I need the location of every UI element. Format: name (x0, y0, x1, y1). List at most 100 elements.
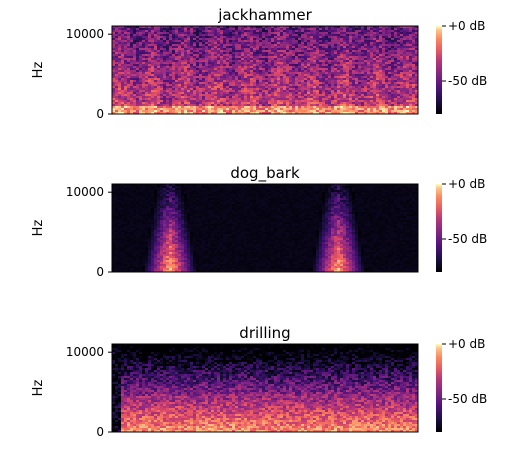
heatmap-cell (139, 88, 143, 91)
heatmap-cell (166, 60, 170, 63)
heatmap-cell (121, 28, 125, 31)
heatmap-cell (193, 80, 197, 83)
heatmap-cell (133, 56, 137, 59)
heatmap-cell (193, 66, 197, 69)
heatmap-cell (184, 94, 188, 97)
heatmap-cell (187, 92, 191, 95)
heatmap-cell (190, 88, 194, 91)
heatmap-cell (172, 68, 176, 71)
heatmap-cell (121, 38, 125, 41)
heatmap-cell (115, 94, 119, 97)
heatmap-cell (112, 64, 116, 67)
heatmap-cell (124, 28, 128, 31)
heatmap-cell (199, 60, 203, 63)
heatmap-cell (184, 62, 188, 65)
heatmap-cell (202, 60, 206, 63)
heatmap-cell (178, 80, 182, 83)
heatmap-cell (160, 100, 164, 103)
heatmap-cell (202, 90, 206, 93)
heatmap-cell (169, 96, 173, 99)
heatmap-cell (148, 110, 152, 113)
heatmap-cell (115, 78, 119, 81)
heatmap-cell (163, 96, 167, 99)
heatmap-cell (142, 82, 146, 85)
heatmap-cell (211, 54, 215, 57)
heatmap-cell (130, 28, 134, 31)
heatmap-cell (154, 56, 158, 59)
heatmap-cell (142, 28, 146, 31)
heatmap-cell (130, 36, 134, 39)
heatmap-cell (187, 46, 191, 49)
heatmap-cell (175, 104, 179, 107)
heatmap-cell (202, 40, 206, 43)
heatmap-cell (115, 46, 119, 49)
heatmap-cell (160, 34, 164, 37)
heatmap-cell (157, 82, 161, 85)
heatmap-cell (190, 46, 194, 49)
heatmap-cell (112, 50, 116, 53)
heatmap-cell (157, 80, 161, 83)
heatmap-cell (124, 30, 128, 33)
heatmap-cell (127, 44, 131, 47)
heatmap-cell (172, 34, 176, 37)
heatmap-cell (112, 98, 116, 101)
heatmap-cell (169, 106, 173, 109)
heatmap-cell (205, 66, 209, 69)
heatmap-cell (118, 98, 122, 101)
heatmap-cell (208, 108, 212, 111)
heatmap-cell (127, 112, 131, 115)
heatmap-cell (166, 66, 170, 69)
heatmap-cell (127, 78, 131, 81)
heatmap-cell (202, 30, 206, 33)
heatmap-cell (148, 28, 152, 31)
heatmap-cell (148, 88, 152, 91)
heatmap-cell (193, 100, 197, 103)
heatmap-cell (142, 40, 146, 43)
heatmap-cell (172, 84, 176, 87)
heatmap-cell (142, 88, 146, 91)
heatmap-cell (151, 108, 155, 111)
heatmap-cell (184, 106, 188, 109)
heatmap-cell (118, 50, 122, 53)
heatmap-cell (133, 44, 137, 47)
heatmap-cell (181, 98, 185, 101)
heatmap-cell (169, 80, 173, 83)
heatmap-cell (196, 32, 200, 35)
heatmap-cell (154, 100, 158, 103)
heatmap-cell (163, 100, 167, 103)
heatmap-cell (196, 62, 200, 65)
heatmap-cell (139, 92, 143, 95)
heatmap-cell (118, 72, 122, 75)
heatmap-cell (190, 84, 194, 87)
heatmap-cell (139, 66, 143, 69)
heatmap-cell (118, 110, 122, 113)
heatmap-cell (130, 66, 134, 69)
heatmap-cell (139, 110, 143, 113)
heatmap-cell (154, 38, 158, 41)
heatmap-cell (130, 84, 134, 87)
heatmap-cell (112, 92, 116, 95)
heatmap-cell (142, 44, 146, 47)
heatmap-cell (139, 32, 143, 35)
heatmap-cell (190, 62, 194, 65)
heatmap-cell (121, 36, 125, 39)
heatmap-cell (133, 40, 137, 43)
heatmap-cell (133, 104, 137, 107)
heatmap-cell (163, 64, 167, 67)
heatmap-cell (196, 46, 200, 49)
heatmap-cell (115, 112, 119, 115)
heatmap-cell (169, 56, 173, 59)
heatmap-cell (169, 68, 173, 71)
heatmap-cell (211, 42, 215, 45)
heatmap-cell (205, 76, 209, 79)
heatmap-cell (133, 96, 137, 99)
heatmap-cell (166, 40, 170, 43)
heatmap-cell (202, 58, 206, 61)
heatmap-cell (145, 50, 149, 53)
heatmap-cell (211, 44, 215, 47)
heatmap-cell (175, 72, 179, 75)
heatmap-cell (190, 90, 194, 93)
heatmap-cell (193, 38, 197, 41)
heatmap-cell (199, 112, 203, 115)
heatmap-cell (112, 100, 116, 103)
